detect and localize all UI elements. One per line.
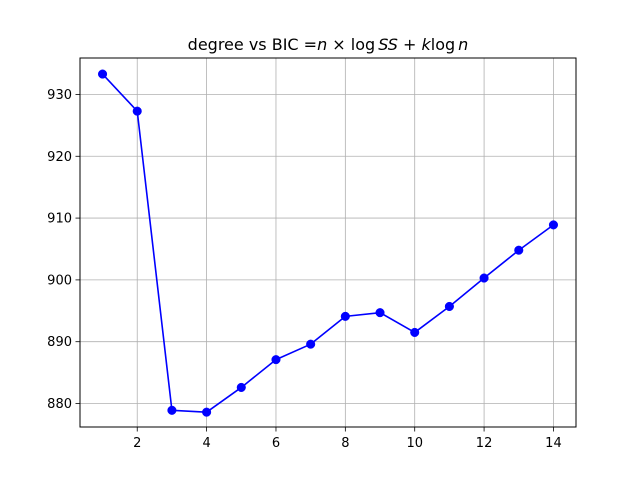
y-tick-label: 930	[47, 88, 72, 103]
x-tick-label: 12	[476, 436, 493, 451]
x-tick-label: 8	[341, 436, 349, 451]
title-plus-sign: +	[398, 35, 422, 54]
title-n-variable-2: n	[458, 35, 468, 54]
series-layer	[97, 69, 559, 417]
x-tick-label: 10	[406, 436, 423, 451]
title-k-variable: k	[422, 35, 432, 54]
chart-title: degree vs BIC =n × log SS + klog n	[188, 35, 469, 54]
plot-frame	[79, 57, 577, 428]
title-log-function-2: log	[431, 35, 455, 54]
title-times-sign: ×	[327, 35, 351, 54]
x-tick-label: 6	[272, 436, 280, 451]
title-equals: =	[304, 35, 317, 54]
data-point	[132, 106, 142, 116]
x-tick-label: 4	[202, 436, 210, 451]
data-point	[271, 355, 281, 365]
data-point	[340, 311, 350, 321]
data-point	[236, 382, 246, 392]
data-point	[479, 273, 489, 283]
x-tick-label: 2	[133, 436, 141, 451]
title-prefix: degree vs BIC	[188, 35, 304, 54]
y-tick-label: 880	[47, 397, 72, 412]
y-tick-label: 900	[47, 273, 72, 288]
y-tick-label: 890	[47, 335, 72, 350]
data-point	[548, 220, 559, 230]
data-point	[306, 339, 316, 349]
data-point	[375, 308, 385, 318]
data-point	[202, 407, 212, 417]
axis-ticks: 2 4 6 8 10 12 14 880 890 900 910 920 930	[47, 88, 562, 451]
y-tick-label: 920	[47, 150, 72, 165]
y-tick-label: 910	[47, 212, 72, 227]
data-point	[410, 327, 420, 337]
title-log-function: log	[351, 35, 375, 54]
title-n-variable: n	[317, 35, 327, 54]
data-point	[444, 301, 454, 312]
data-point	[167, 405, 177, 415]
data-point	[97, 69, 108, 79]
data-point	[514, 245, 524, 255]
grid-lines	[80, 58, 576, 427]
title-ss-variable: SS	[378, 35, 398, 54]
series-line	[101, 73, 554, 413]
x-tick-label: 14	[545, 436, 562, 451]
